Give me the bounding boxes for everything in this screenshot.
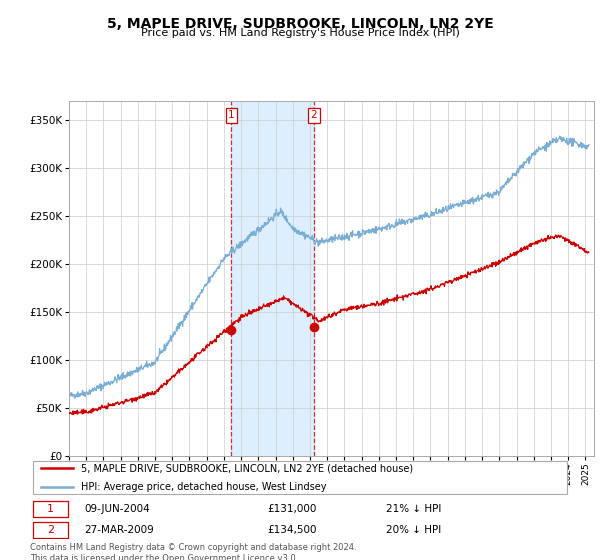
Text: 5, MAPLE DRIVE, SUDBROOKE, LINCOLN, LN2 2YE: 5, MAPLE DRIVE, SUDBROOKE, LINCOLN, LN2 … xyxy=(107,17,493,31)
Text: £131,000: £131,000 xyxy=(268,505,317,514)
Bar xyxy=(232,101,314,456)
Text: 27-MAR-2009: 27-MAR-2009 xyxy=(84,525,154,535)
FancyBboxPatch shape xyxy=(33,461,568,494)
Text: Contains HM Land Registry data © Crown copyright and database right 2024.
This d: Contains HM Land Registry data © Crown c… xyxy=(30,543,356,560)
Text: £134,500: £134,500 xyxy=(268,525,317,535)
Text: 21% ↓ HPI: 21% ↓ HPI xyxy=(386,505,442,514)
Text: 20% ↓ HPI: 20% ↓ HPI xyxy=(386,525,442,535)
Text: 09-JUN-2004: 09-JUN-2004 xyxy=(84,505,150,514)
Text: 1: 1 xyxy=(228,110,235,120)
Text: 5, MAPLE DRIVE, SUDBROOKE, LINCOLN, LN2 2YE (detached house): 5, MAPLE DRIVE, SUDBROOKE, LINCOLN, LN2 … xyxy=(82,463,413,473)
Text: HPI: Average price, detached house, West Lindsey: HPI: Average price, detached house, West… xyxy=(82,482,327,492)
FancyBboxPatch shape xyxy=(33,501,68,517)
Text: 2: 2 xyxy=(311,110,317,120)
Text: 2: 2 xyxy=(47,525,54,535)
Text: 1: 1 xyxy=(47,505,54,514)
Text: Price paid vs. HM Land Registry's House Price Index (HPI): Price paid vs. HM Land Registry's House … xyxy=(140,28,460,38)
FancyBboxPatch shape xyxy=(33,521,68,538)
